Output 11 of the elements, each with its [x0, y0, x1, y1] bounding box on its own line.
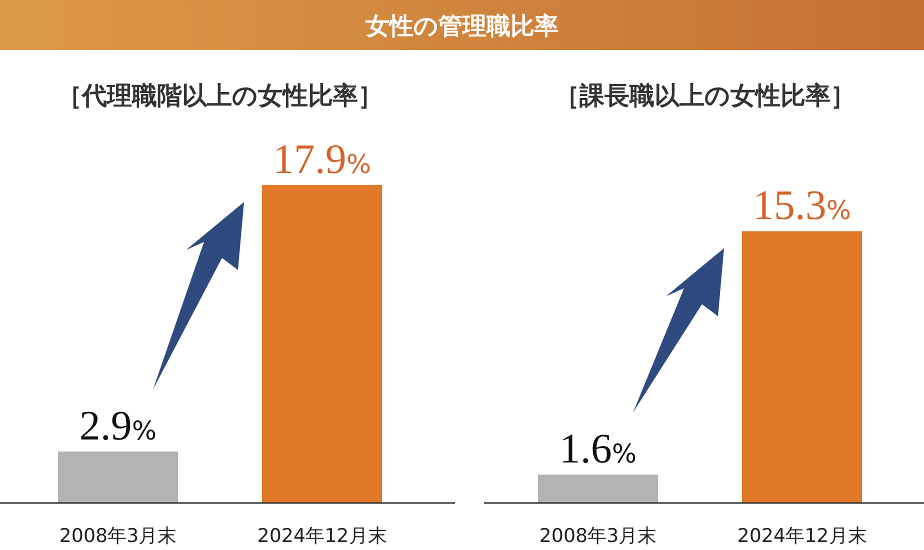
data-label: 2.9%	[79, 403, 157, 450]
chart-title: ［代理職階以上の女性比率］	[57, 81, 383, 110]
chart-title: ［課長職以上の女性比率］	[554, 81, 856, 110]
data-label: 1.6%	[559, 426, 637, 473]
x-tick-label: 2024年12月末	[257, 525, 387, 547]
x-tick-label: 2008年3月末	[59, 525, 177, 547]
x-tick-label: 2008年3月末	[539, 525, 657, 547]
x-tick-label: 2024年12月末	[737, 525, 867, 547]
data-label: 17.9%	[272, 137, 372, 183]
text: 女性の管理職比率	[364, 12, 558, 40]
data-label: 15.3%	[752, 183, 852, 230]
